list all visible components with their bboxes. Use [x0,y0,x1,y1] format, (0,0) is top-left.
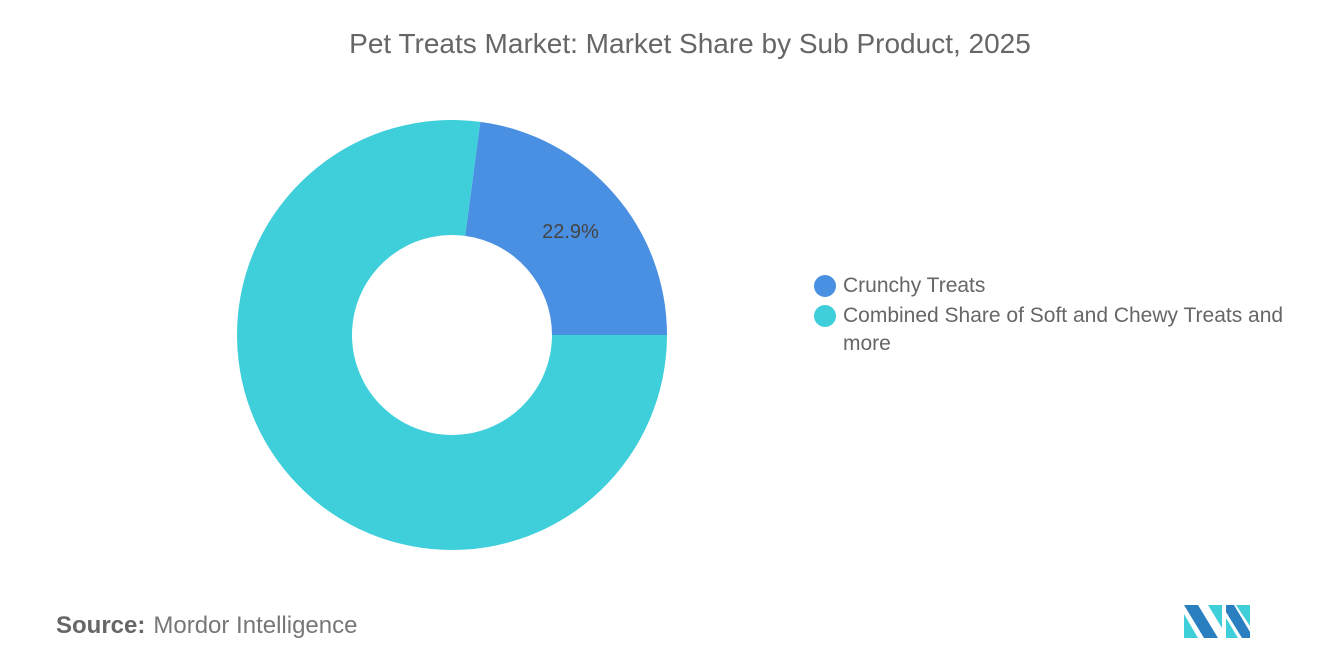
legend-swatch [814,305,836,327]
legend: Crunchy Treats Combined Share of Soft an… [814,272,1284,360]
donut-slice-0 [465,121,667,335]
source-value: Mordor Intelligence [153,612,358,639]
legend-item-crunchy: Crunchy Treats [814,272,1284,300]
legend-item-soft-chewy: Combined Share of Soft and Chewy Treats … [814,302,1284,358]
legend-swatch [814,275,836,297]
mordor-logo-icon [1184,605,1250,638]
slice-data-label: 22.9% [542,221,599,243]
donut-slice-1 [236,120,667,551]
source-label: Source: [56,612,146,639]
chart-title: Pet Treats Market: Market Share by Sub P… [349,28,1031,59]
source-note: Source: Mordor Intelligence [56,612,357,640]
legend-label: Combined Share of Soft and Chewy Treats … [843,304,1284,355]
legend-label: Crunchy Treats [843,274,986,297]
